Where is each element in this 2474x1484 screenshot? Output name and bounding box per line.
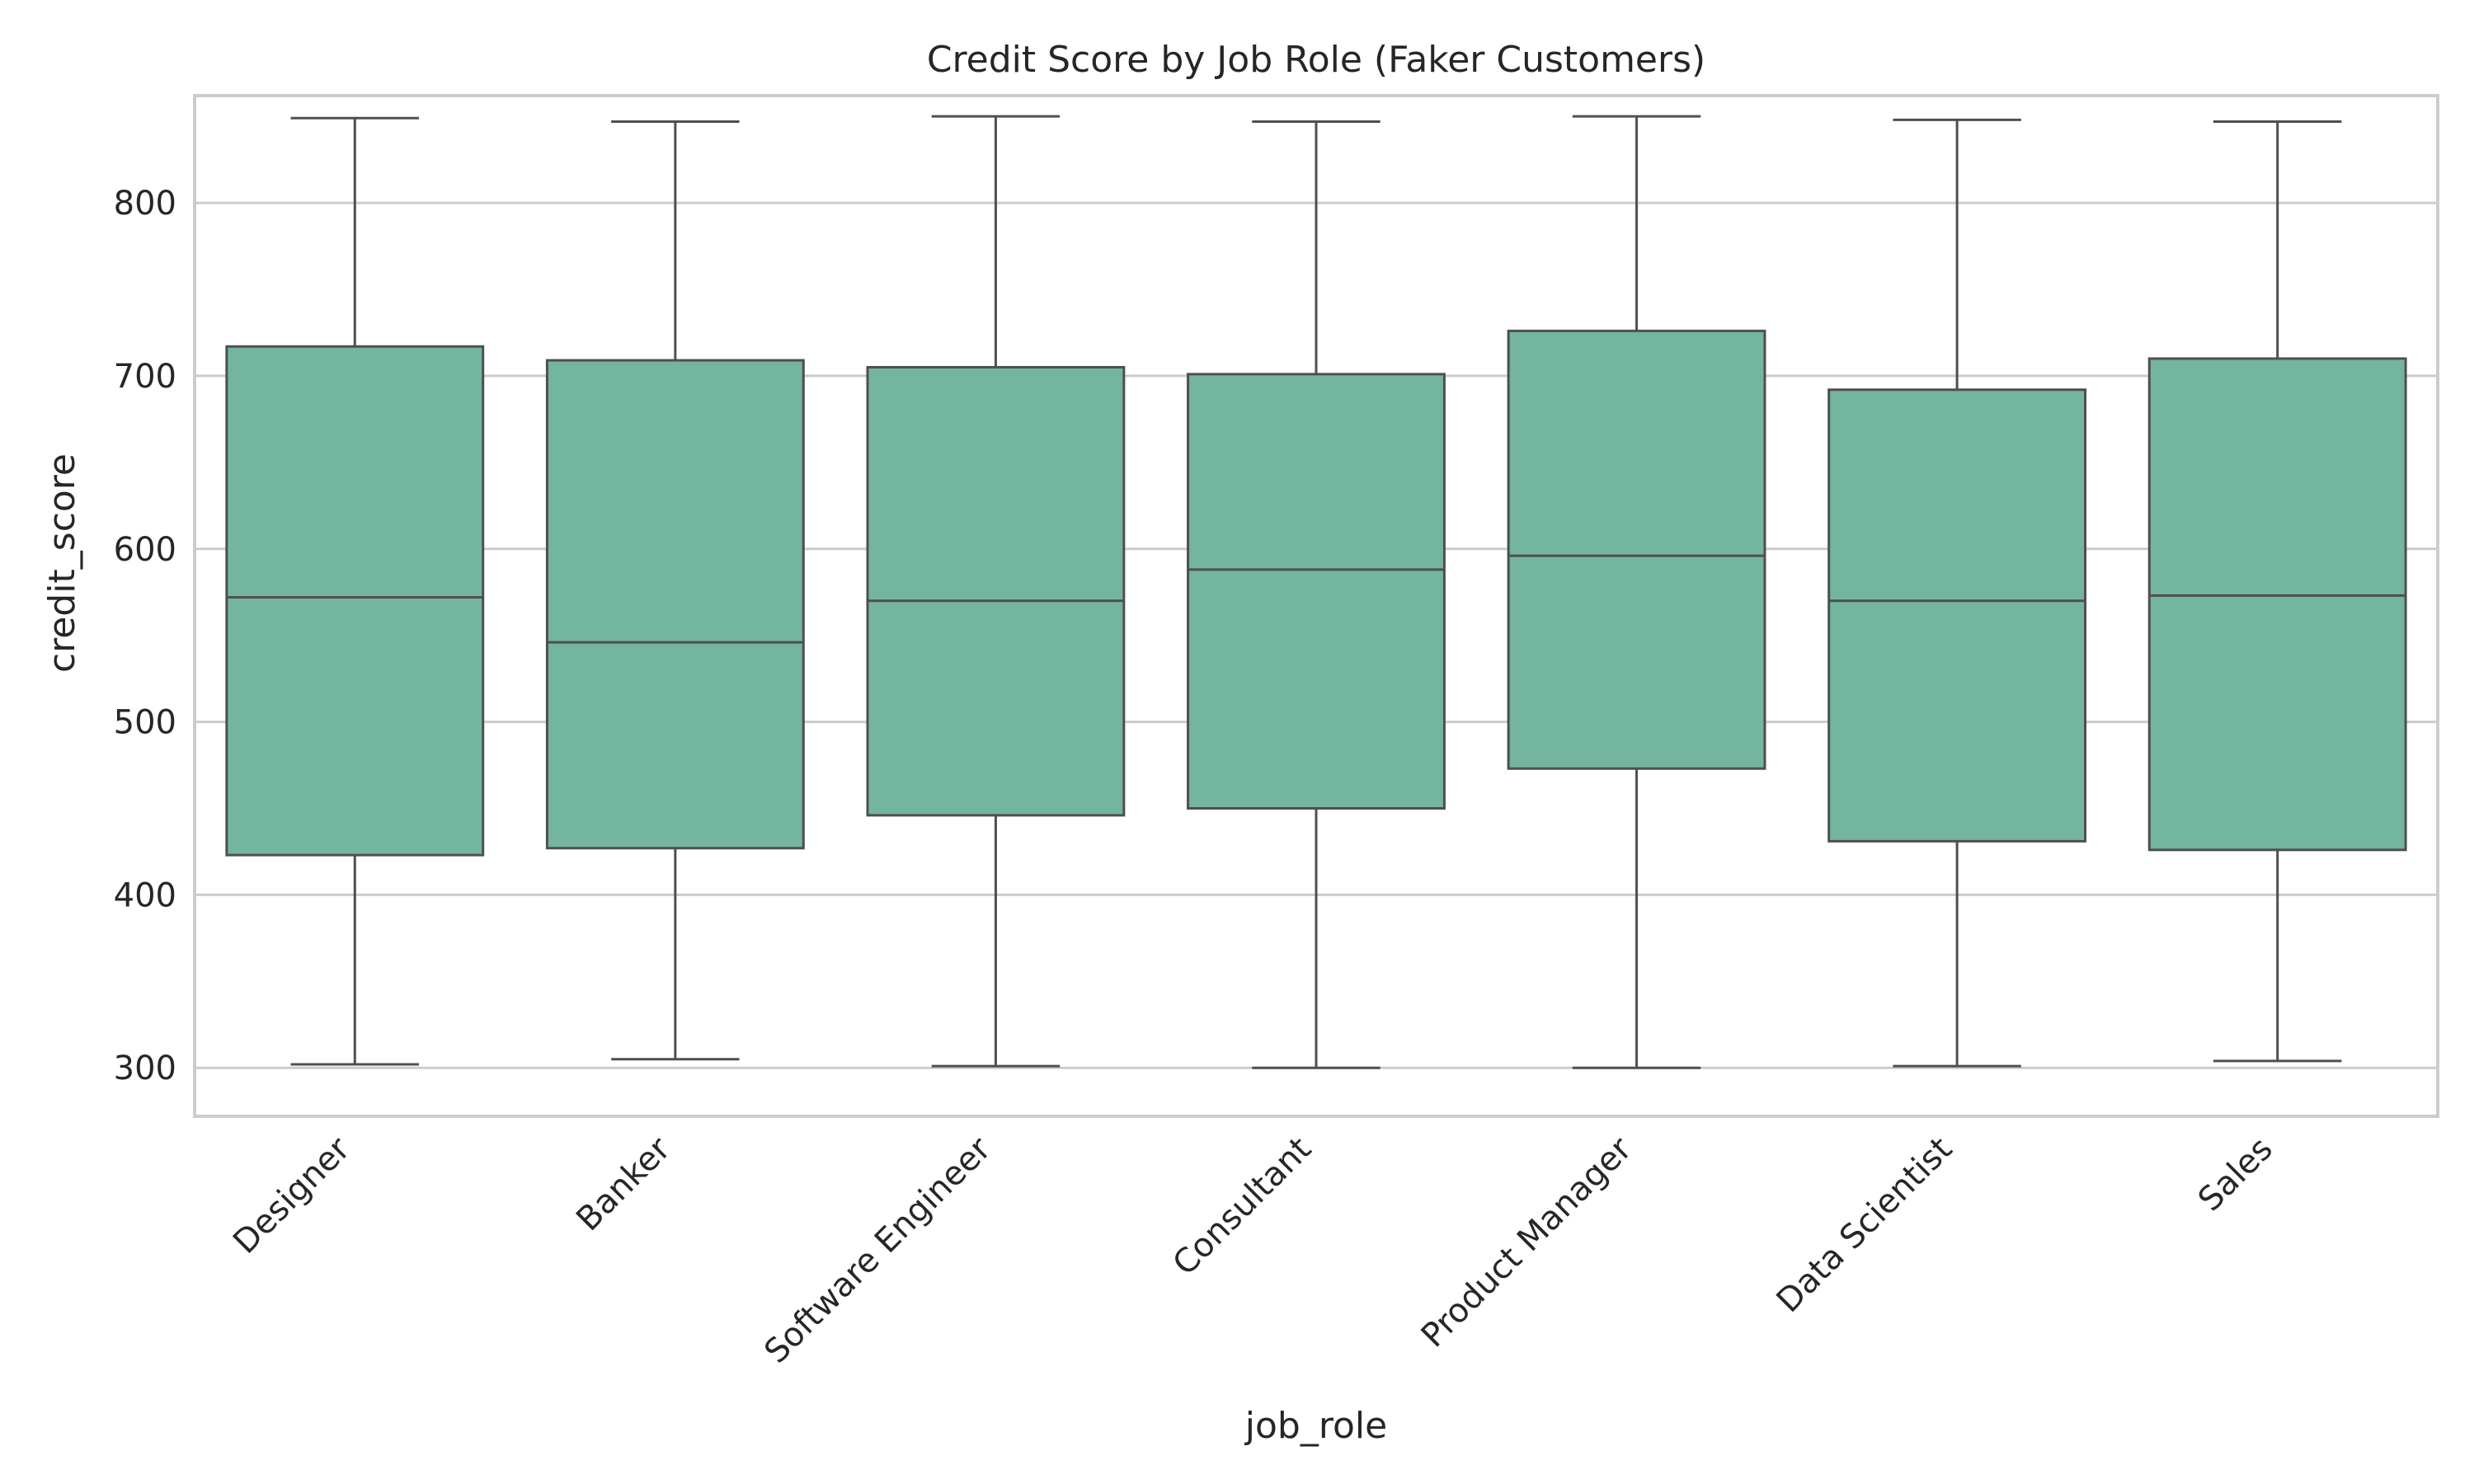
y-tick-labels: 300 400 500 600 700 800 bbox=[114, 185, 176, 1087]
y-tick-label: 600 bbox=[114, 531, 176, 569]
box-software-engineer bbox=[866, 115, 1126, 1068]
y-tick-label: 300 bbox=[114, 1050, 176, 1087]
x-tick-labels: Designer Banker Software Engineer Consultan… bbox=[226, 1129, 2280, 1371]
chart-title: Credit Score by Job Role (Faker Customer… bbox=[927, 39, 1705, 81]
box-data-scientist bbox=[1827, 118, 2087, 1068]
box-consultant bbox=[1187, 120, 1446, 1069]
box-sales bbox=[2147, 120, 2407, 1063]
plot-frame bbox=[193, 94, 2439, 1118]
y-tick-label: 800 bbox=[114, 185, 176, 223]
x-tick-label: Banker bbox=[569, 1129, 678, 1238]
x-tick-label: Designer bbox=[226, 1129, 358, 1261]
box-designer bbox=[225, 116, 485, 1066]
y-tick-label: 400 bbox=[114, 876, 176, 914]
box-banker bbox=[545, 120, 805, 1061]
iqr-box bbox=[866, 365, 1126, 817]
x-tick-label: Data Scientist bbox=[1770, 1130, 1960, 1321]
box-product-manager bbox=[1507, 115, 1766, 1069]
x-tick-label: Product Manager bbox=[1414, 1129, 1639, 1355]
boxes-layer bbox=[225, 115, 2407, 1069]
iqr-box bbox=[2147, 357, 2407, 852]
x-tick-label: Sales bbox=[2191, 1130, 2280, 1219]
x-axis-title: job_role bbox=[1244, 1405, 1387, 1447]
iqr-box bbox=[1187, 373, 1446, 810]
iqr-box bbox=[545, 359, 805, 850]
x-tick-label: Consultant bbox=[1166, 1130, 1319, 1283]
iqr-box bbox=[225, 345, 485, 857]
iqr-box bbox=[1827, 388, 2087, 843]
y-axis-title: credit_score bbox=[41, 453, 83, 673]
y-tick-label: 500 bbox=[114, 704, 176, 742]
iqr-box bbox=[1507, 329, 1766, 770]
x-tick-label: Software Engineer bbox=[757, 1129, 999, 1371]
y-tick-label: 700 bbox=[114, 358, 176, 396]
